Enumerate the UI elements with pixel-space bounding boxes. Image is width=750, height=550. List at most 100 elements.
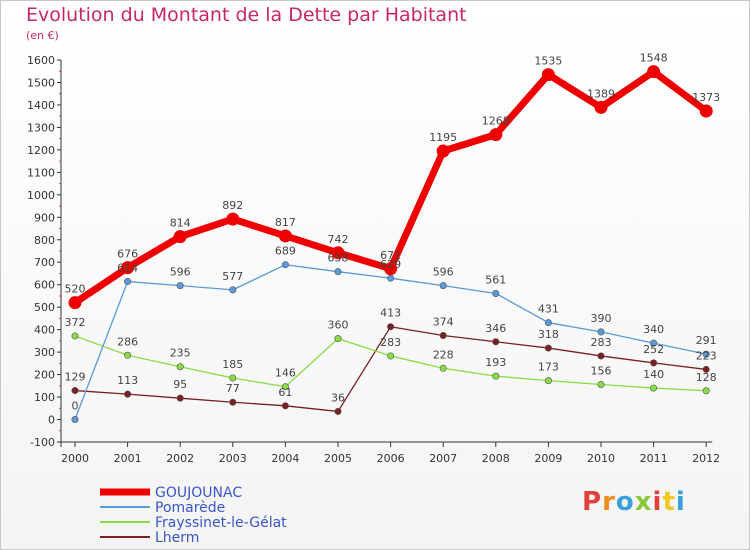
logo-letter: o [615, 487, 635, 517]
data-label: 629 [380, 258, 401, 271]
series-lines [71, 68, 710, 421]
data-label: 374 [433, 315, 454, 328]
x-tick-label: 2001 [114, 452, 142, 465]
data-label: 360 [328, 319, 349, 332]
data-point [334, 335, 342, 343]
x-tick-label: 2002 [166, 452, 194, 465]
data-point [650, 384, 658, 392]
data-point [436, 144, 450, 158]
y-tick-label: 1000 [27, 189, 55, 202]
data-point [387, 274, 395, 282]
data-label: 95 [173, 378, 187, 391]
x-tick-label: 2012 [692, 452, 720, 465]
x-tick-label: 2010 [587, 452, 615, 465]
x-tick-label: 2008 [482, 452, 510, 465]
data-point [173, 230, 187, 244]
data-labels: 520 676 814 892 817 742 671 1195 1268 1535 1389 154… [65, 52, 721, 413]
data-label: 817 [275, 216, 296, 229]
data-point [650, 339, 658, 347]
data-label: 390 [591, 312, 612, 325]
x-tick-label: 2005 [324, 452, 352, 465]
y-tick-label: 1600 [27, 54, 55, 67]
data-label: 689 [275, 245, 296, 258]
data-point [594, 100, 608, 114]
data-point [71, 332, 79, 340]
y-tick-label: 700 [34, 256, 55, 269]
y-tick-label: 400 [34, 324, 55, 337]
data-point [226, 212, 240, 226]
x-tick-label: 2004 [271, 452, 299, 465]
legend-label: Pomarède [155, 500, 225, 516]
legend-label: Frayssinet-le-Gélat [155, 515, 287, 531]
data-point [439, 282, 447, 290]
data-label: 596 [170, 266, 191, 279]
data-label: 235 [170, 347, 191, 360]
data-label: 185 [222, 358, 243, 371]
data-label: 283 [380, 336, 401, 349]
data-point [68, 296, 82, 310]
data-label: 431 [538, 303, 559, 316]
data-label: 146 [275, 367, 296, 380]
data-point [492, 289, 500, 297]
data-label: 36 [331, 391, 345, 404]
logo-letter: i [675, 487, 686, 517]
data-point [387, 323, 395, 331]
data-label: 0 [72, 400, 79, 413]
x-tick-label: 2000 [61, 452, 89, 465]
legend: GOUJOUNACPomarèdeFrayssinet-le-GélatLher… [100, 485, 287, 546]
data-point [597, 352, 605, 360]
data-point [229, 286, 237, 294]
logo-letter: r [602, 487, 616, 517]
data-point [229, 398, 237, 406]
data-point [489, 128, 503, 142]
data-label: 283 [591, 336, 612, 349]
data-point [597, 328, 605, 336]
data-point [384, 262, 398, 276]
data-label: 228 [433, 348, 454, 361]
data-point [334, 268, 342, 276]
data-point [492, 372, 500, 380]
y-tick-label: 1300 [27, 121, 55, 134]
x-tick-label: 2011 [640, 452, 668, 465]
y-tick-label: 1200 [27, 144, 55, 157]
data-label: 252 [643, 343, 664, 356]
data-point [702, 365, 710, 373]
data-label: 77 [226, 382, 240, 395]
data-label: 128 [696, 371, 717, 384]
logo-letter: P [582, 487, 603, 517]
data-label: 520 [65, 283, 86, 296]
data-label: 286 [117, 335, 138, 348]
data-label: 1268 [482, 115, 510, 128]
x-tick-label: 2007 [429, 452, 457, 465]
data-point [334, 407, 342, 415]
data-label: 671 [380, 249, 401, 262]
chart-title: Evolution du Montant de la Dette par Hab… [26, 4, 467, 26]
data-label: 140 [643, 368, 664, 381]
data-point [71, 387, 79, 395]
data-point [439, 364, 447, 372]
legend-label: GOUJOUNAC [155, 485, 242, 501]
data-point [544, 344, 552, 352]
data-label: 156 [591, 364, 612, 377]
y-tick-label: 500 [34, 301, 55, 314]
axes: -100 0 100 200 300 400 500 600 700 800 900 1000 1100… [27, 54, 720, 465]
data-label: 318 [538, 328, 559, 341]
data-label: 113 [117, 374, 138, 387]
data-label: 658 [328, 252, 349, 265]
legend-label: Lherm [155, 530, 199, 546]
data-point [281, 383, 289, 391]
data-point [124, 390, 132, 398]
data-point [544, 319, 552, 327]
series-points [68, 65, 713, 424]
data-label: 291 [696, 334, 717, 347]
data-label: 413 [380, 307, 401, 320]
data-label: 129 [65, 371, 86, 384]
data-point [492, 338, 500, 346]
data-point [544, 377, 552, 385]
data-point [647, 65, 661, 79]
data-label: 340 [643, 323, 664, 336]
y-tick-label: 0 [48, 414, 55, 427]
data-point [176, 282, 184, 290]
y-tick-label: -100 [30, 436, 55, 449]
logo-letter: i [652, 487, 663, 517]
